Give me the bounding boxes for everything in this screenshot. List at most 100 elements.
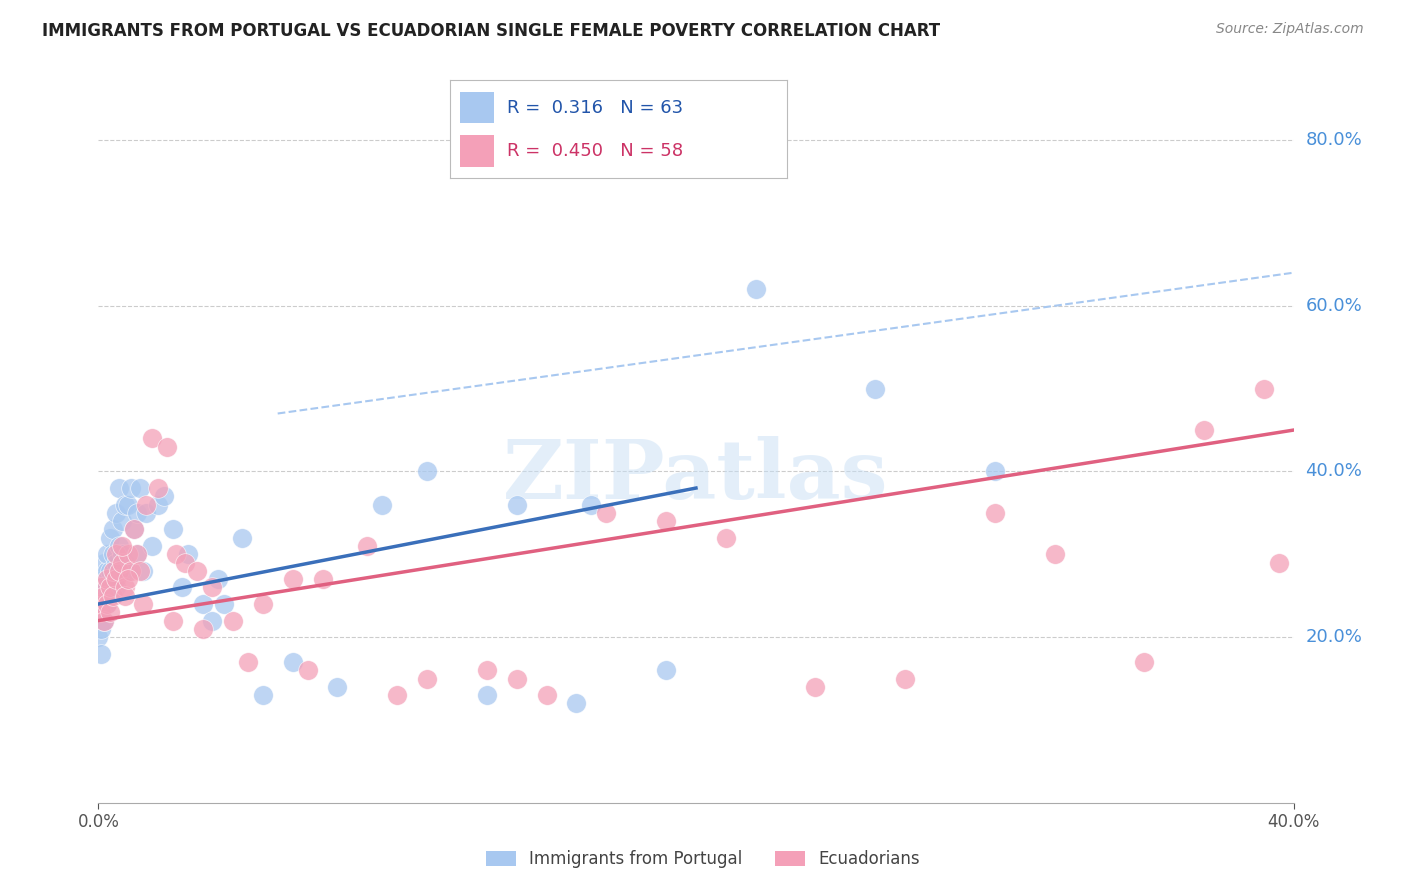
- Point: [117, 547, 139, 561]
- Point: [96, 581, 118, 595]
- Point: [475, 663, 498, 677]
- Point: [114, 589, 136, 603]
- Point: [565, 697, 588, 711]
- Point: [162, 523, 184, 537]
- Point: [117, 572, 139, 586]
- Point: [96, 597, 118, 611]
- Point: [111, 514, 134, 528]
- Point: [124, 523, 146, 537]
- Point: [326, 680, 349, 694]
- Point: [103, 523, 125, 537]
- Point: [153, 489, 176, 503]
- Point: [177, 547, 200, 561]
- Point: [105, 506, 128, 520]
- Point: [96, 564, 118, 578]
- Point: [93, 614, 115, 628]
- Point: [96, 572, 118, 586]
- Point: [132, 597, 155, 611]
- Point: [120, 481, 142, 495]
- Point: [148, 498, 170, 512]
- Point: [120, 564, 142, 578]
- Point: [201, 581, 224, 595]
- Point: [174, 556, 197, 570]
- Point: [105, 572, 128, 586]
- Point: [108, 481, 131, 495]
- Point: [124, 523, 146, 537]
- Point: [172, 581, 194, 595]
- Point: [655, 663, 678, 677]
- Point: [281, 572, 304, 586]
- Point: [117, 564, 139, 578]
- Text: 80.0%: 80.0%: [1305, 131, 1362, 149]
- Point: [114, 556, 136, 570]
- Point: [983, 465, 1005, 479]
- Point: [475, 688, 498, 702]
- Point: [98, 605, 122, 619]
- Point: [804, 680, 827, 694]
- Point: [127, 506, 149, 520]
- Point: [108, 539, 131, 553]
- Point: [90, 589, 112, 603]
- Point: [1192, 423, 1215, 437]
- Point: [236, 655, 259, 669]
- Point: [865, 382, 887, 396]
- Text: R =  0.450   N = 58: R = 0.450 N = 58: [508, 142, 683, 160]
- Point: [983, 506, 1005, 520]
- Text: 20.0%: 20.0%: [1305, 628, 1362, 646]
- Point: [103, 564, 125, 578]
- Point: [90, 581, 112, 595]
- Point: [90, 647, 112, 661]
- Point: [371, 498, 394, 512]
- Point: [191, 622, 214, 636]
- Point: [252, 688, 274, 702]
- Point: [536, 688, 558, 702]
- Point: [127, 547, 149, 561]
- Point: [1133, 655, 1156, 669]
- Point: [129, 564, 152, 578]
- Text: Source: ZipAtlas.com: Source: ZipAtlas.com: [1216, 22, 1364, 37]
- Point: [90, 614, 112, 628]
- FancyBboxPatch shape: [460, 92, 494, 123]
- Point: [87, 630, 110, 644]
- Point: [385, 688, 409, 702]
- Point: [90, 622, 112, 636]
- Point: [98, 589, 122, 603]
- Point: [595, 506, 617, 520]
- Point: [222, 614, 245, 628]
- Text: 60.0%: 60.0%: [1305, 297, 1362, 315]
- Point: [714, 531, 737, 545]
- Point: [894, 672, 917, 686]
- Point: [356, 539, 378, 553]
- Point: [114, 498, 136, 512]
- Point: [96, 547, 118, 561]
- Point: [129, 481, 152, 495]
- Point: [90, 605, 112, 619]
- Text: R =  0.316   N = 63: R = 0.316 N = 63: [508, 99, 683, 117]
- Point: [111, 547, 134, 561]
- Point: [93, 556, 115, 570]
- Point: [297, 663, 319, 677]
- Point: [98, 564, 122, 578]
- Point: [186, 564, 208, 578]
- Point: [96, 597, 118, 611]
- Point: [311, 572, 333, 586]
- Point: [148, 481, 170, 495]
- Point: [93, 589, 115, 603]
- Point: [141, 539, 163, 553]
- Point: [135, 498, 157, 512]
- Text: ZIPatlas: ZIPatlas: [503, 436, 889, 516]
- Point: [231, 531, 253, 545]
- Point: [135, 506, 157, 520]
- Point: [114, 581, 136, 595]
- Text: 40.0%: 40.0%: [1305, 462, 1362, 481]
- Point: [108, 564, 131, 578]
- Point: [93, 614, 115, 628]
- Legend: Immigrants from Portugal, Ecuadorians: Immigrants from Portugal, Ecuadorians: [479, 844, 927, 875]
- Point: [1267, 556, 1289, 570]
- Point: [212, 597, 235, 611]
- Point: [105, 556, 128, 570]
- Point: [191, 597, 214, 611]
- Point: [117, 498, 139, 512]
- Point: [655, 514, 678, 528]
- Point: [105, 581, 128, 595]
